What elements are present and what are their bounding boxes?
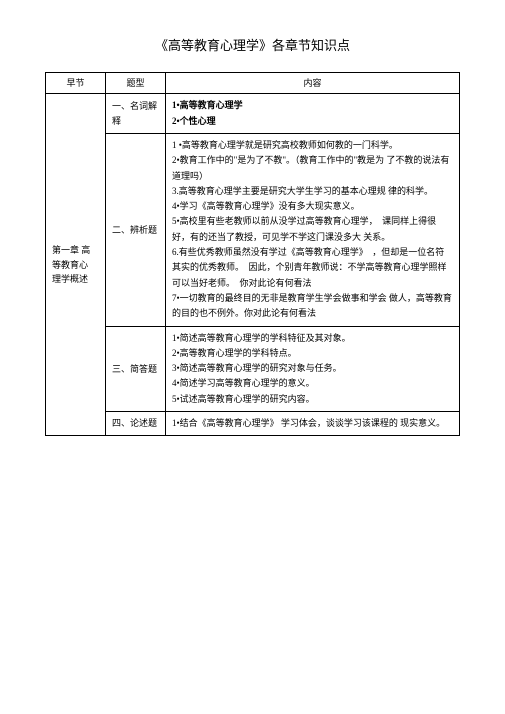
content-cell-1: 1•高等教育心理学 2•个性心理 <box>166 94 460 134</box>
knowledge-table: 早节 题型 内容 第一章 高等教育心 理学概述 一、名词解释 1•高等教育心理学… <box>45 72 460 436</box>
table-row: 第一章 高等教育心 理学概述 一、名词解释 1•高等教育心理学 2•个性心理 <box>46 94 460 134</box>
content-item: 5•试述高等教育心理学的研究内容。 <box>172 392 453 407</box>
type-cell-2: 二、辨析题 <box>106 133 166 326</box>
table-row: 二、辨析题 1 •高等教育心理学就是研究高校教师如何教的一门科学。 2•教育工作… <box>46 133 460 326</box>
type-cell-3: 三、简答题 <box>106 326 166 411</box>
content-item: 1•高等教育心理学 <box>172 98 453 113</box>
header-chapter: 早节 <box>46 73 106 94</box>
table-row: 三、简答题 1•简述高等教育心理学的学科特征及其对象。 2•高等教育心理学的学科… <box>46 326 460 411</box>
content-item: 1•简述高等教育心理学的学科特征及其对象。 <box>172 331 453 346</box>
content-item: 3.高等教育心理学主要是研究大学生学习的基本心理规 律的科学。 <box>172 184 453 199</box>
type-cell-1: 一、名词解释 <box>106 94 166 134</box>
content-cell-3: 1•简述高等教育心理学的学科特征及其对象。 2•高等教育心理学的学科特点。 3•… <box>166 326 460 411</box>
table-header-row: 早节 题型 内容 <box>46 73 460 94</box>
content-item: 2•教育工作中的"是为了不教"。（教育工作中的"教是为 了不教的说法有道理吗） <box>172 153 453 184</box>
content-item: 1 •高等教育心理学就是研究高校教师如何教的一门科学。 <box>172 138 453 153</box>
content-item: 2•个性心理 <box>172 114 453 129</box>
type-cell-4: 四、论述题 <box>106 412 166 436</box>
header-type: 题型 <box>106 73 166 94</box>
content-item: 3•简述高等教育心理学的研究对象与任务。 <box>172 361 453 376</box>
content-item: 1•结合《高等教育心理学》 学习体会，谈谈学习该课程的 现实意义。 <box>172 416 453 431</box>
chapter-cell: 第一章 高等教育心 理学概述 <box>46 94 106 436</box>
content-item: 4•学习《高等教育心理学》没有多大现实意义。 <box>172 199 453 214</box>
content-item: 6.有些优秀教师虽然没有学过《高等教育心理学》 ，但却是一位名符其实的优秀教师。… <box>172 245 453 291</box>
content-cell-4: 1•结合《高等教育心理学》 学习体会，谈谈学习该课程的 现实意义。 <box>166 412 460 436</box>
table-row: 四、论述题 1•结合《高等教育心理学》 学习体会，谈谈学习该课程的 现实意义。 <box>46 412 460 436</box>
header-content: 内容 <box>166 73 460 94</box>
content-item: 5•高校里有些老教师以前从没学过高等教育心理学， 课同样上得很好，有的还当了教授… <box>172 214 453 245</box>
content-item: 4•简述学习高等教育心理学的意义。 <box>172 376 453 391</box>
content-cell-2: 1 •高等教育心理学就是研究高校教师如何教的一门科学。 2•教育工作中的"是为了… <box>166 133 460 326</box>
content-item: 7•一切教育的最终目的无非是教育学生学会做事和学会 做人，高等教育的目的也不例外… <box>172 291 453 322</box>
page-title: 《高等教育心理学》各章节知识点 <box>45 35 460 54</box>
content-item: 2•高等教育心理学的学科特点。 <box>172 346 453 361</box>
